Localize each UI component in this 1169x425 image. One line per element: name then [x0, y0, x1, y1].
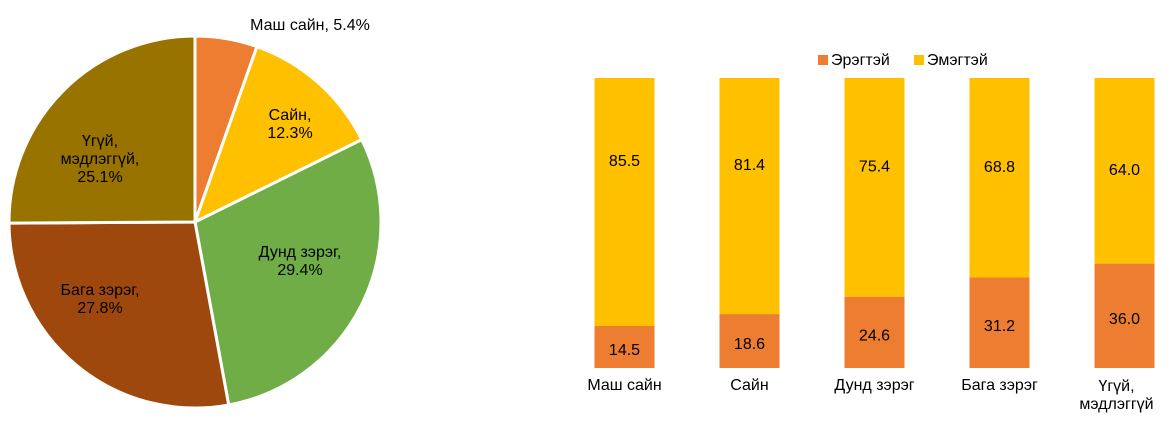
legend-swatch	[914, 55, 924, 65]
bar-segment	[1094, 263, 1155, 368]
x-tick-label: Сайн	[730, 377, 768, 394]
x-tick-label: Үгүй, мэдлэггүй	[1079, 378, 1153, 413]
bar-segment	[1094, 78, 1155, 264]
bar-segment	[719, 314, 780, 368]
bar-segment	[969, 277, 1030, 368]
data-label: 18.6	[734, 336, 765, 353]
data-label: 24.6	[859, 328, 890, 345]
data-label: 36.0	[1109, 311, 1140, 328]
bar-segment	[844, 296, 905, 368]
data-label: 75.4	[859, 159, 890, 176]
pie-slice	[7, 34, 197, 225]
data-label: Бага зэрэг, 27.8%	[60, 282, 139, 317]
data-label: Үгүй, мэдлэггүй, 25.1%	[61, 133, 140, 186]
bar-segment	[844, 78, 905, 297]
data-label: 68.8	[984, 159, 1015, 176]
x-tick-label: Дунд зэрэг	[834, 377, 914, 394]
data-label: 31.2	[984, 318, 1015, 335]
data-label: 14.5	[609, 342, 640, 359]
bar-segment	[594, 78, 655, 326]
data-label: 81.4	[734, 157, 765, 174]
data-label: 64.0	[1109, 162, 1140, 179]
legend-label: Эмэгтэй	[927, 52, 988, 69]
data-label: Дунд зэрэг, 29.4%	[259, 244, 342, 279]
data-label: 85.5	[609, 153, 640, 170]
pie-slice	[7, 220, 231, 410]
bar-segment	[969, 78, 1030, 278]
data-label: Сайн, 12.3%	[267, 107, 312, 142]
pie-slice	[192, 44, 364, 225]
legend-label: Эрэгтэй	[831, 52, 890, 69]
x-tick-label: Маш сайн	[587, 377, 661, 394]
bar-segment	[719, 78, 780, 315]
legend-swatch	[818, 55, 828, 65]
x-tick-label: Бага зэрэг	[961, 377, 1038, 394]
data-label: Маш сайн, 5.4%	[250, 17, 370, 34]
pie-slice	[193, 137, 383, 407]
bar-segment	[594, 325, 655, 368]
